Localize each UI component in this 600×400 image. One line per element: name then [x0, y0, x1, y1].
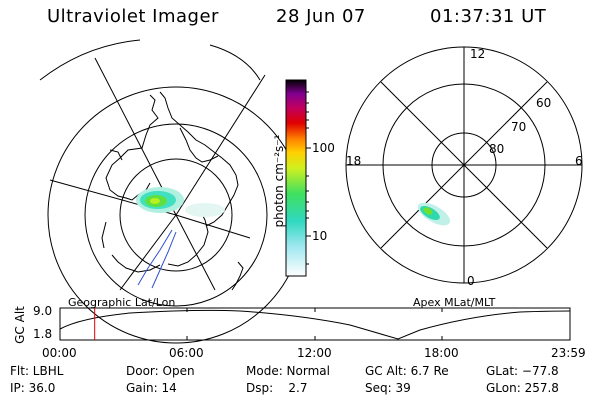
instrument-title: Ultraviolet Imager: [47, 6, 219, 27]
geo-frame-arc: [209, 44, 261, 81]
mlt-label-18: 18: [346, 154, 362, 168]
info-flt: Flt: LBHL: [10, 364, 64, 378]
time-label: 01:37:31 UT: [430, 6, 547, 27]
mlt-line-diag: [380, 81, 548, 249]
altitude-xticks: [186, 308, 443, 340]
geo-lat-circle-inner: [119, 158, 233, 272]
info-seq: Seq: 39: [365, 381, 411, 395]
info-mode: Mode: Normal: [246, 364, 330, 378]
info-gain: Gain: 14: [126, 381, 177, 395]
aurora-geo: [136, 187, 225, 217]
altitude-curve: [59, 309, 571, 340]
geographic-panel-label: Geographic Lat/Lon: [68, 296, 176, 309]
geo-meridian: [119, 214, 177, 291]
geo-meridian: [175, 214, 216, 291]
geo-meridian: [175, 74, 266, 216]
colorbar-ticks: [306, 91, 311, 265]
info-glon: GLon: 257.8: [486, 381, 559, 395]
mlt-label-0: 0: [467, 274, 475, 288]
altitude-ylabel: GC Alt: [13, 306, 27, 344]
geo-meridian: [175, 214, 251, 239]
mlt-label-6: 6: [575, 154, 583, 168]
altitude-xtick-0600: 06:00: [169, 346, 204, 360]
info-gcalt: GC Alt: 6.7 Re: [365, 364, 449, 378]
mlat-label-60: 60: [536, 96, 552, 110]
apex-panel-label: Apex MLat/MLT: [413, 296, 496, 309]
altitude-xtick-1200: 12:00: [297, 346, 332, 360]
info-dsp: Dsp: 2.7: [246, 381, 308, 395]
aurora-mag: [417, 202, 451, 226]
info-ip: IP: 36.0: [10, 381, 56, 395]
colorbar-tick-100: 100: [312, 141, 335, 155]
altitude-ytick-high: 9.0: [33, 304, 53, 318]
mlat-label-80: 80: [489, 142, 505, 156]
altitude-xtick-1800: 18:00: [424, 346, 459, 360]
coastline: [101, 91, 244, 291]
mlat-label-70: 70: [511, 120, 527, 134]
info-glat: GLat: −77.8: [486, 364, 559, 378]
mlt-label-12: 12: [470, 47, 486, 61]
geo-lat-circle-mid: [84, 123, 268, 307]
colorbar-scale: [285, 79, 307, 277]
date-label: 28 Jun 07: [276, 6, 366, 27]
altitude-xtick-2359: 23:59: [551, 346, 586, 360]
altitude-xtick-0000: 00:00: [42, 346, 77, 360]
coastline-blue: [137, 229, 177, 289]
colorbar-tick-10: 10: [312, 229, 328, 243]
geo-frame-arc: [39, 39, 141, 81]
info-door: Door: Open: [126, 364, 195, 378]
altitude-ytick-low: 1.8: [33, 327, 53, 341]
